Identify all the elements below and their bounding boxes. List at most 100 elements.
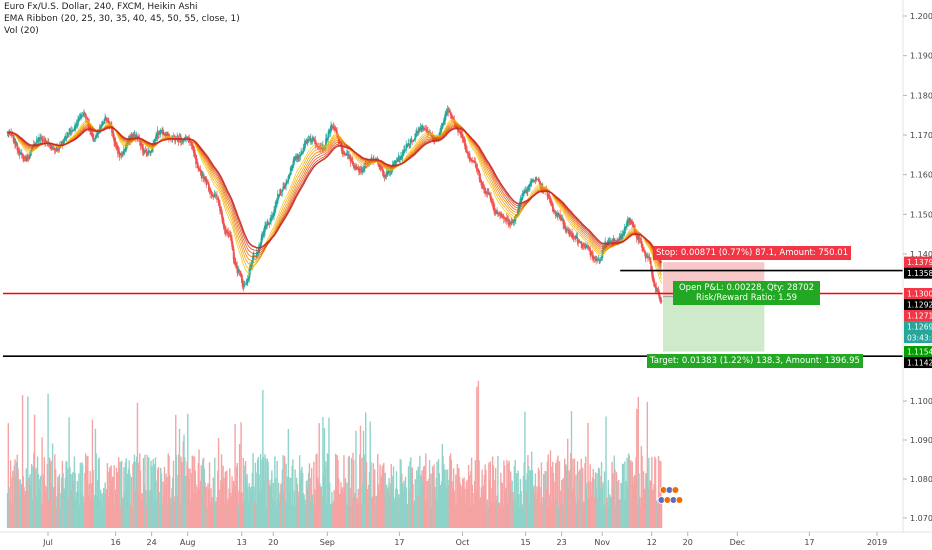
volume-bar bbox=[186, 461, 188, 528]
candle-body bbox=[156, 137, 158, 139]
volume-bar bbox=[8, 487, 10, 528]
candle-body bbox=[192, 144, 194, 148]
volume-bar bbox=[178, 428, 181, 528]
candle-body bbox=[449, 111, 452, 116]
candle-body bbox=[210, 191, 213, 197]
volume-bar bbox=[334, 502, 336, 528]
volume-bar bbox=[452, 481, 454, 528]
time-axis[interactable]: Jul 16 24 Aug 13 20 Sep 17 Oct 15 23 Nov 12 20 Dec 17 20… bbox=[0, 531, 932, 547]
volume-bar bbox=[660, 461, 662, 528]
volume-bar bbox=[363, 454, 365, 528]
volume-bar bbox=[31, 499, 34, 528]
volume-bar bbox=[555, 462, 557, 528]
volume-bar bbox=[89, 471, 91, 528]
candle-body bbox=[646, 255, 648, 257]
candle-body bbox=[253, 252, 255, 260]
volume-bar bbox=[124, 462, 127, 528]
candle-body bbox=[72, 130, 75, 132]
candle-body bbox=[616, 239, 618, 242]
volume-legend[interactable]: Vol (20) bbox=[4, 26, 39, 36]
candle-body bbox=[482, 185, 485, 188]
candle-body bbox=[403, 149, 406, 152]
candle-body bbox=[627, 218, 630, 223]
volume-bar bbox=[547, 454, 549, 528]
candle-body bbox=[308, 140, 311, 141]
symbol-legend[interactable]: Euro Fx/U.S. Dollar, 240, FXCM, Heikin A… bbox=[4, 2, 198, 12]
volume-bar bbox=[199, 480, 202, 528]
volume-bar bbox=[573, 486, 575, 528]
volume-bar bbox=[494, 467, 497, 528]
volume-bar bbox=[90, 482, 93, 528]
candle-body bbox=[377, 161, 380, 167]
volume-bar bbox=[98, 457, 100, 528]
candle-body bbox=[51, 146, 54, 149]
candle-body bbox=[640, 238, 642, 244]
candle-body bbox=[16, 143, 18, 151]
candle-body bbox=[630, 219, 633, 222]
volume-bar bbox=[6, 493, 9, 528]
volume-bar bbox=[181, 478, 184, 528]
volume-bar bbox=[321, 496, 323, 528]
volume-bar bbox=[251, 472, 254, 528]
volume-bar bbox=[268, 479, 270, 528]
volume-bar bbox=[189, 468, 191, 528]
volume-bar bbox=[211, 496, 213, 528]
candle-body bbox=[51, 146, 53, 150]
volume-bar bbox=[24, 494, 26, 528]
price-axis[interactable]: 1.200001.190001.180001.170001.160001.150… bbox=[902, 0, 932, 532]
volume-bar bbox=[646, 401, 649, 528]
candle-body bbox=[230, 235, 232, 241]
volume-bar bbox=[503, 465, 506, 528]
volume-bar bbox=[252, 453, 254, 528]
economic-event-icon bbox=[675, 496, 684, 504]
volume-bar bbox=[463, 477, 465, 528]
volume-bar bbox=[253, 486, 255, 528]
stop-loss-label[interactable]: Stop: 0.00871 (0.77%) 87.1, Amount: 750.… bbox=[652, 246, 852, 261]
price-badge-text: 1.11423 bbox=[907, 359, 932, 368]
candle-body bbox=[504, 217, 507, 220]
candle-body bbox=[117, 146, 119, 155]
event-markers[interactable] bbox=[657, 486, 684, 504]
candle-body bbox=[406, 144, 408, 148]
volume-bar bbox=[297, 496, 299, 528]
candle-body bbox=[142, 148, 145, 152]
candle-body bbox=[501, 214, 503, 218]
volume-bar bbox=[593, 479, 595, 528]
candle-body bbox=[612, 238, 615, 243]
volume-bar bbox=[108, 467, 111, 528]
candle-body bbox=[161, 130, 163, 132]
open-pnl-label[interactable]: Open P&L: 0.00228, Qty: 28702 Risk/Rewar… bbox=[672, 280, 821, 305]
price-badge-text: 1.12696 bbox=[907, 323, 932, 332]
candle-body bbox=[238, 270, 241, 273]
volume-bar bbox=[500, 482, 503, 528]
candle-body bbox=[553, 209, 555, 211]
candle-body bbox=[123, 149, 125, 155]
candle-body bbox=[67, 134, 69, 136]
volume-bar bbox=[653, 483, 655, 528]
candle-body bbox=[15, 142, 18, 144]
take-profit-label[interactable]: Target: 0.01383 (1.22%) 138.3, Amount: 1… bbox=[646, 353, 863, 368]
volume-bar bbox=[123, 467, 125, 528]
candle-body bbox=[593, 256, 595, 259]
volume-bar bbox=[36, 495, 38, 528]
candle-body bbox=[394, 161, 396, 165]
volume-bar bbox=[170, 497, 172, 528]
candle-body bbox=[358, 168, 360, 173]
volume-bar bbox=[648, 490, 651, 528]
ema-ribbon-legend[interactable]: EMA Ribbon (20, 25, 30, 35, 40, 45, 50, … bbox=[4, 14, 240, 24]
volume-bar bbox=[97, 459, 100, 528]
candle-body bbox=[76, 124, 78, 126]
volume-bar bbox=[49, 463, 52, 528]
volume-bar bbox=[470, 471, 472, 528]
volume-bar bbox=[628, 455, 631, 528]
candle-body bbox=[228, 232, 230, 235]
volume-bar bbox=[437, 459, 440, 528]
volume-bar bbox=[521, 503, 523, 528]
candle-body bbox=[28, 158, 30, 159]
candle-body bbox=[210, 190, 212, 193]
volume-bar bbox=[549, 494, 551, 528]
candle-body bbox=[400, 156, 402, 160]
volume-bar bbox=[256, 472, 258, 528]
